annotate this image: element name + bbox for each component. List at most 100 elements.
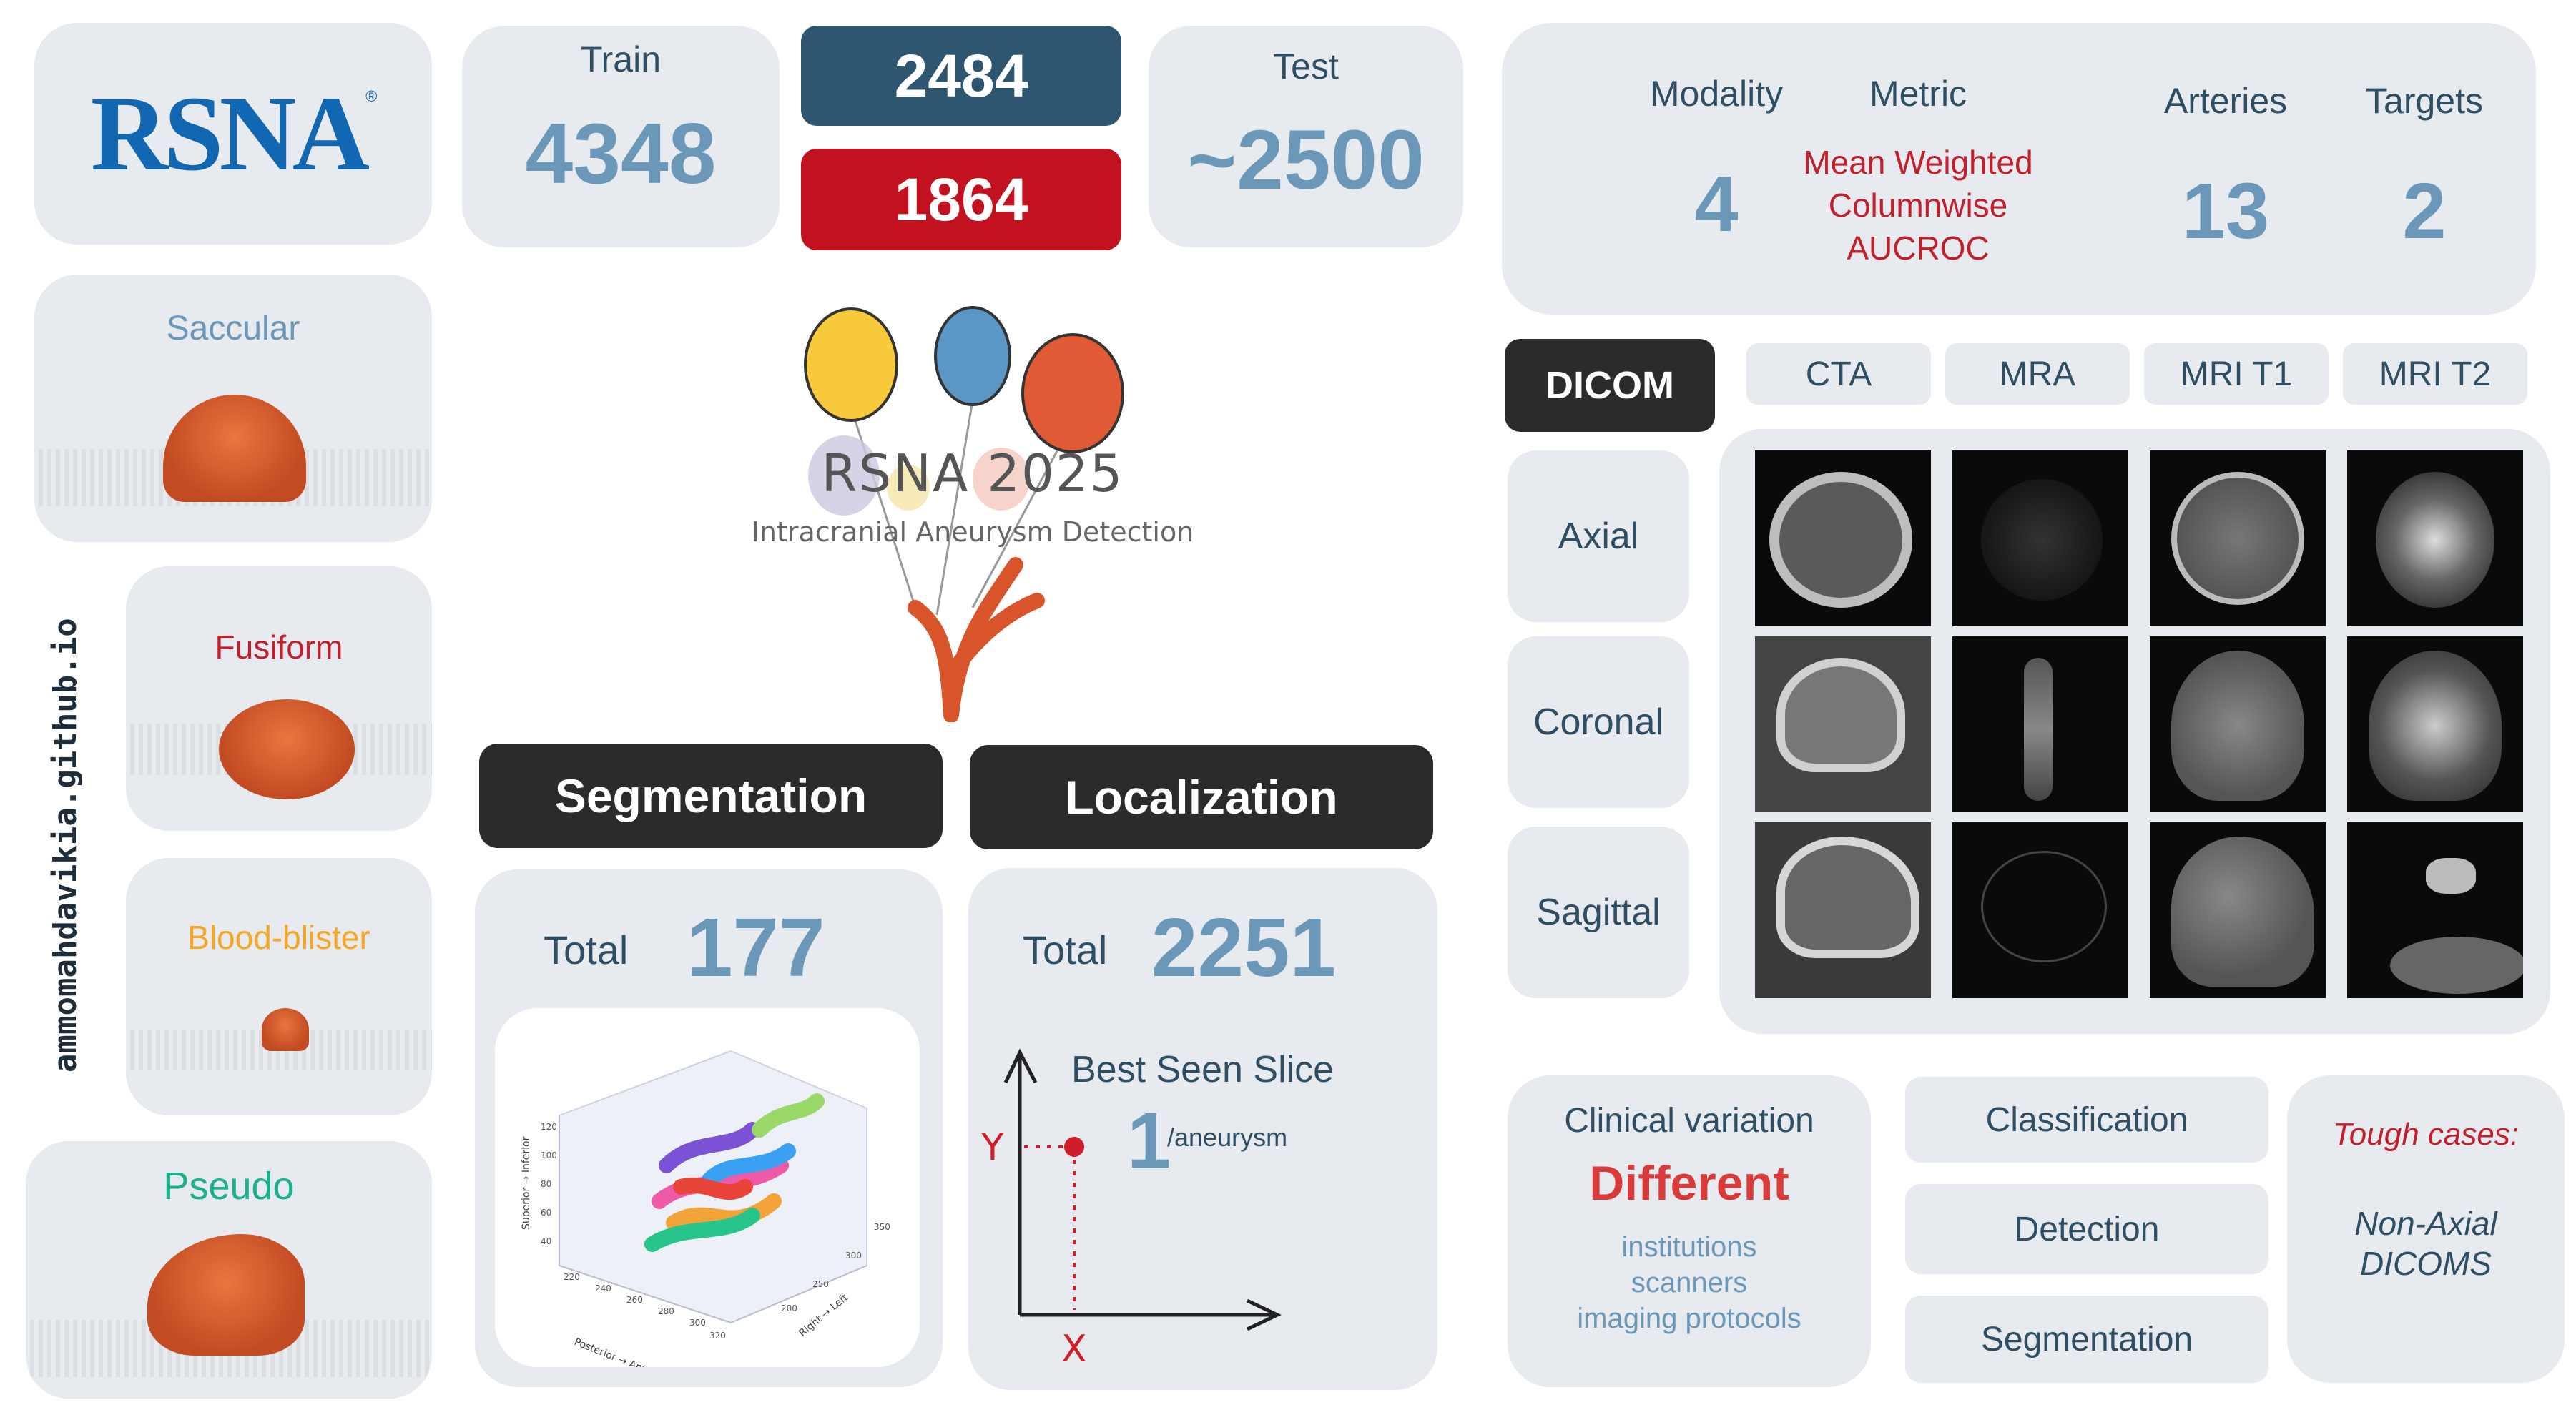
- y-tick: 350: [874, 1222, 890, 1232]
- clinical-title: Clinical variation: [1564, 1102, 1814, 1140]
- plane-coronal-label: Coronal: [1533, 701, 1664, 743]
- localization-panel: Total 2251 Best Seen Slice 1 /aneurysm Y…: [968, 868, 1437, 1390]
- cta-coronal-image[interactable]: [1755, 636, 1931, 812]
- info-card: Modality 4 Metric Mean Weighted Columnwi…: [1502, 23, 2536, 315]
- segmentation-3d-plot: Superior → Inferior Posterior → Anterior…: [495, 1008, 920, 1367]
- segmentation-panel: Total 177 Superior → Inferior Posterior …: [475, 869, 943, 1387]
- targets-value: 2: [2402, 167, 2447, 255]
- balloon-tree-logo-icon: [804, 306, 1124, 723]
- metric-line-1: Mean Weighted: [1803, 144, 2033, 181]
- center-logo: RSNA 2025 Intracranial Aneurysm Detectio…: [701, 300, 1244, 723]
- fusiform-card: Fusiform: [126, 566, 432, 831]
- t1-axial-image[interactable]: [2150, 450, 2326, 626]
- pseudo-card: Pseudo: [26, 1141, 432, 1399]
- task-segmentation[interactable]: Segmentation: [1905, 1296, 2268, 1383]
- task-classification[interactable]: Classification: [1905, 1077, 2268, 1163]
- center-logo-title: RSNA 2025: [821, 443, 1124, 503]
- task-segmentation-label: Segmentation: [1980, 1320, 2193, 1359]
- train-label: Train: [580, 39, 662, 79]
- tab-mri-t1[interactable]: MRI T1: [2144, 343, 2329, 405]
- segmentation-plot-canvas: Superior → Inferior Posterior → Anterior…: [521, 1050, 890, 1367]
- slice-point-marker: [1064, 1137, 1084, 1157]
- localization-task-button[interactable]: Localization: [970, 745, 1433, 849]
- localization-axes-diagram: Y X: [980, 1048, 1282, 1371]
- train-value: 4348: [525, 106, 717, 202]
- mra-axial-image[interactable]: [1952, 450, 2128, 626]
- task-classification-label: Classification: [1985, 1100, 2188, 1139]
- x-tick: 300: [689, 1318, 706, 1328]
- z-tick: 60: [541, 1208, 551, 1218]
- rsna-logo: RSNA ®: [66, 73, 402, 194]
- side-link[interactable]: ammomahdavikia.github.io: [47, 615, 90, 1073]
- plane-axial-label: Axial: [1558, 516, 1639, 557]
- tough-line-2: DICOMS: [2360, 1245, 2492, 1282]
- localization-task-label: Localization: [1065, 771, 1338, 824]
- z-tick: 120: [541, 1122, 557, 1132]
- localization-total-value: 2251: [1151, 901, 1337, 994]
- metric-line-3: AUCROC: [1847, 230, 1990, 267]
- plane-sagittal[interactable]: Sagittal: [1508, 827, 1689, 998]
- side-link-text[interactable]: ammomahdavikia.github.io: [47, 618, 84, 1073]
- modality-label: Modality: [1649, 74, 1784, 114]
- split-b-box: 1864: [801, 149, 1121, 250]
- rsna-logo-registered: ®: [365, 87, 378, 105]
- mra-sagittal-image[interactable]: [1952, 822, 2128, 998]
- tab-cta-label: CTA: [1805, 355, 1872, 393]
- tab-dicom[interactable]: DICOM: [1505, 339, 1715, 432]
- task-detection-label: Detection: [2014, 1210, 2160, 1248]
- per-aneurysm-value: 1: [1127, 1097, 1171, 1185]
- blood-blister-card: Blood-blister: [126, 858, 432, 1115]
- localization-total-label: Total: [1023, 927, 1108, 972]
- y-tick: 250: [812, 1279, 829, 1289]
- split-a-value: 2484: [894, 41, 1028, 109]
- cta-sagittal-image[interactable]: [1755, 822, 1931, 998]
- plane-coronal[interactable]: Coronal: [1508, 636, 1689, 808]
- t1-coronal-image[interactable]: [2150, 636, 2326, 812]
- t2-sagittal-image[interactable]: [2347, 822, 2523, 998]
- plane-sagittal-label: Sagittal: [1536, 892, 1661, 933]
- tough-line-1: Non-Axial: [2354, 1205, 2497, 1242]
- test-card: Test ~2500: [1149, 26, 1463, 247]
- plot-zlabel: Superior → Inferior: [521, 1136, 532, 1230]
- test-value: ~2500: [1187, 113, 1425, 207]
- blood-blister-bulge: [262, 1008, 309, 1051]
- rsna-logo-card: RSNA ®: [34, 23, 432, 245]
- x-tick: 320: [709, 1331, 726, 1341]
- tab-cta[interactable]: CTA: [1746, 343, 1931, 405]
- blood-blister-label: Blood-blister: [187, 919, 370, 956]
- segmentation-task-label: Segmentation: [554, 769, 867, 822]
- per-aneurysm-unit: /aneurysm: [1167, 1123, 1288, 1152]
- arteries-label: Arteries: [2163, 81, 2288, 121]
- image-grid-card: [1719, 429, 2550, 1034]
- tab-mri-t2[interactable]: MRI T2: [2343, 343, 2527, 405]
- saccular-label: Saccular: [166, 310, 300, 347]
- t2-coronal-image[interactable]: [2347, 636, 2523, 812]
- tab-mri-t2-label: MRI T2: [2379, 355, 2492, 393]
- tab-mra[interactable]: MRA: [1945, 343, 2130, 405]
- center-logo-subtitle: Intracranial Aneurysm Detection: [751, 516, 1194, 548]
- plane-axial[interactable]: Axial: [1508, 450, 1689, 622]
- metric-label: Metric: [1869, 74, 1967, 114]
- saccular-bulge: [163, 395, 306, 502]
- segmentation-task-button[interactable]: Segmentation: [479, 744, 943, 848]
- z-tick: 40: [541, 1236, 551, 1246]
- modality-value: 4: [1694, 160, 1739, 248]
- mra-coronal-image[interactable]: [1952, 636, 2128, 812]
- cta-axial-image[interactable]: [1755, 450, 1931, 626]
- segmentation-total-label: Total: [544, 927, 629, 972]
- test-label: Test: [1273, 46, 1339, 87]
- segmentation-total-value: 177: [687, 901, 825, 994]
- t1-sagittal-image[interactable]: [2150, 822, 2326, 998]
- targets-label: Targets: [2366, 81, 2483, 121]
- train-card: Train 4348: [462, 26, 780, 247]
- x-tick: 280: [658, 1306, 674, 1316]
- tough-title: Tough cases:: [2332, 1117, 2520, 1152]
- arteries-value: 13: [2181, 167, 2270, 255]
- t2-axial-image[interactable]: [2347, 450, 2523, 626]
- x-tick: 220: [564, 1272, 580, 1282]
- tab-dicom-label: DICOM: [1545, 364, 1674, 407]
- clinical-variation-card: Clinical variation Different institution…: [1508, 1075, 1871, 1387]
- axis-y-label: Y: [980, 1126, 1004, 1169]
- fusiform-bulge: [219, 699, 355, 799]
- task-detection[interactable]: Detection: [1905, 1184, 2268, 1274]
